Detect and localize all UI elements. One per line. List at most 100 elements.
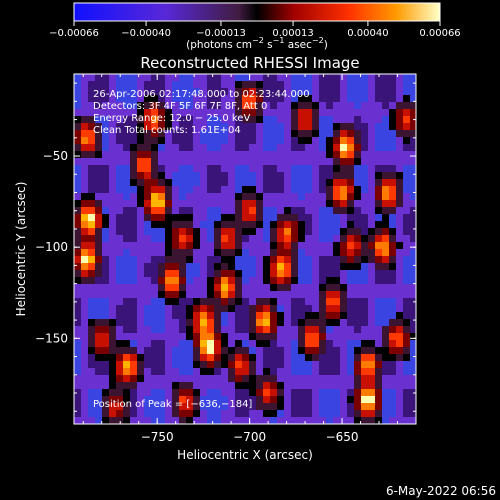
- heatmap-cell: [193, 277, 200, 284]
- heatmap-cell: [256, 354, 263, 361]
- heatmap-cell: [340, 207, 347, 214]
- heatmap-cell: [312, 340, 319, 347]
- heatmap-cell: [263, 109, 270, 116]
- heatmap-cell: [207, 95, 214, 102]
- heatmap-cell: [88, 151, 95, 158]
- heatmap-cell: [319, 109, 326, 116]
- heatmap-cell: [326, 123, 333, 130]
- heatmap-cell: [375, 396, 382, 403]
- heatmap-cell: [284, 333, 291, 340]
- heatmap-cell: [137, 95, 144, 102]
- heatmap-cell: [263, 151, 270, 158]
- heatmap-cell: [200, 158, 207, 165]
- heatmap-cell: [333, 354, 340, 361]
- heatmap-cell: [207, 291, 214, 298]
- heatmap-cell: [284, 165, 291, 172]
- heatmap-cell: [389, 88, 396, 95]
- heatmap-cell: [81, 410, 88, 417]
- heatmap-cell: [95, 284, 102, 291]
- heatmap-cell: [277, 214, 284, 221]
- heatmap-cell: [109, 102, 116, 109]
- heatmap-cell: [88, 298, 95, 305]
- heatmap-cell: [340, 361, 347, 368]
- heatmap-cell: [382, 88, 389, 95]
- annotation-block: 26‑Apr‑2006 02:17:48.000 to 02:23:44.000…: [93, 89, 310, 136]
- heatmap-cell: [186, 375, 193, 382]
- heatmap-cell: [263, 249, 270, 256]
- heatmap-cell: [305, 403, 312, 410]
- heatmap-cell: [368, 151, 375, 158]
- heatmap-cell: [410, 88, 416, 95]
- heatmap-cell: [382, 270, 389, 277]
- heatmap-cell: [361, 305, 368, 312]
- heatmap-cell: [368, 193, 375, 200]
- colorbar-unit-part: (photons cm: [186, 39, 252, 51]
- heatmap-cell: [165, 305, 172, 312]
- heatmap-cell: [249, 88, 256, 95]
- heatmap-cell: [242, 256, 249, 263]
- heatmap-cell: [354, 81, 361, 88]
- heatmap-cell: [137, 186, 144, 193]
- heatmap-cell: [333, 368, 340, 375]
- heatmap-cell: [123, 319, 130, 326]
- heatmap-cell: [389, 389, 396, 396]
- heatmap-cell: [298, 277, 305, 284]
- heatmap-cell: [284, 340, 291, 347]
- heatmap-cell: [144, 186, 151, 193]
- heatmap-cell: [116, 123, 123, 130]
- colorbar-tick-label: −0.00066: [49, 28, 99, 39]
- heatmap-cell: [116, 312, 123, 319]
- heatmap-cell: [403, 270, 410, 277]
- heatmap-cell: [242, 319, 249, 326]
- heatmap-cell: [74, 228, 81, 235]
- heatmap-cell: [396, 165, 403, 172]
- heatmap-cell: [326, 221, 333, 228]
- heatmap-cell: [179, 74, 186, 81]
- heatmap-cell: [403, 382, 410, 389]
- heatmap-cell: [389, 277, 396, 284]
- heatmap-cell: [88, 284, 95, 291]
- heatmap-cell: [354, 214, 361, 221]
- heatmap-cell: [270, 109, 277, 116]
- heatmap-cell: [221, 165, 228, 172]
- heatmap-cell: [242, 179, 249, 186]
- heatmap-cell: [298, 74, 305, 81]
- heatmap-cell: [361, 74, 368, 81]
- heatmap-cell: [340, 235, 347, 242]
- heatmap-cell: [130, 361, 137, 368]
- heatmap-cell: [410, 284, 416, 291]
- heatmap-cell: [116, 151, 123, 158]
- heatmap-cell: [249, 375, 256, 382]
- heatmap-cell: [130, 410, 137, 417]
- heatmap-cell: [403, 158, 410, 165]
- heatmap-cell: [172, 347, 179, 354]
- heatmap-cell: [312, 200, 319, 207]
- heatmap-cell: [158, 186, 165, 193]
- heatmap-cell: [179, 312, 186, 319]
- heatmap-cell: [403, 263, 410, 270]
- heatmap-cell: [249, 298, 256, 305]
- heatmap-cell: [403, 207, 410, 214]
- heatmap-cell: [158, 116, 165, 123]
- heatmap-cell: [221, 298, 228, 305]
- heatmap-cell: [200, 368, 207, 375]
- heatmap-cell: [116, 333, 123, 340]
- heatmap-cell: [228, 109, 235, 116]
- heatmap-cell: [207, 165, 214, 172]
- heatmap-cell: [95, 354, 102, 361]
- heatmap-cell: [361, 158, 368, 165]
- heatmap-cell: [221, 305, 228, 312]
- heatmap-cell: [109, 74, 116, 81]
- heatmap-cell: [403, 144, 410, 151]
- heatmap-cell: [172, 228, 179, 235]
- heatmap-cell: [165, 382, 172, 389]
- heatmap-cell: [242, 130, 249, 137]
- heatmap-cell: [179, 326, 186, 333]
- heatmap-cell: [137, 158, 144, 165]
- heatmap-cell: [375, 88, 382, 95]
- heatmap-cell: [368, 354, 375, 361]
- heatmap-cell: [354, 144, 361, 151]
- heatmap-cell: [137, 326, 144, 333]
- heatmap-cell: [242, 305, 249, 312]
- heatmap-cell: [81, 270, 88, 277]
